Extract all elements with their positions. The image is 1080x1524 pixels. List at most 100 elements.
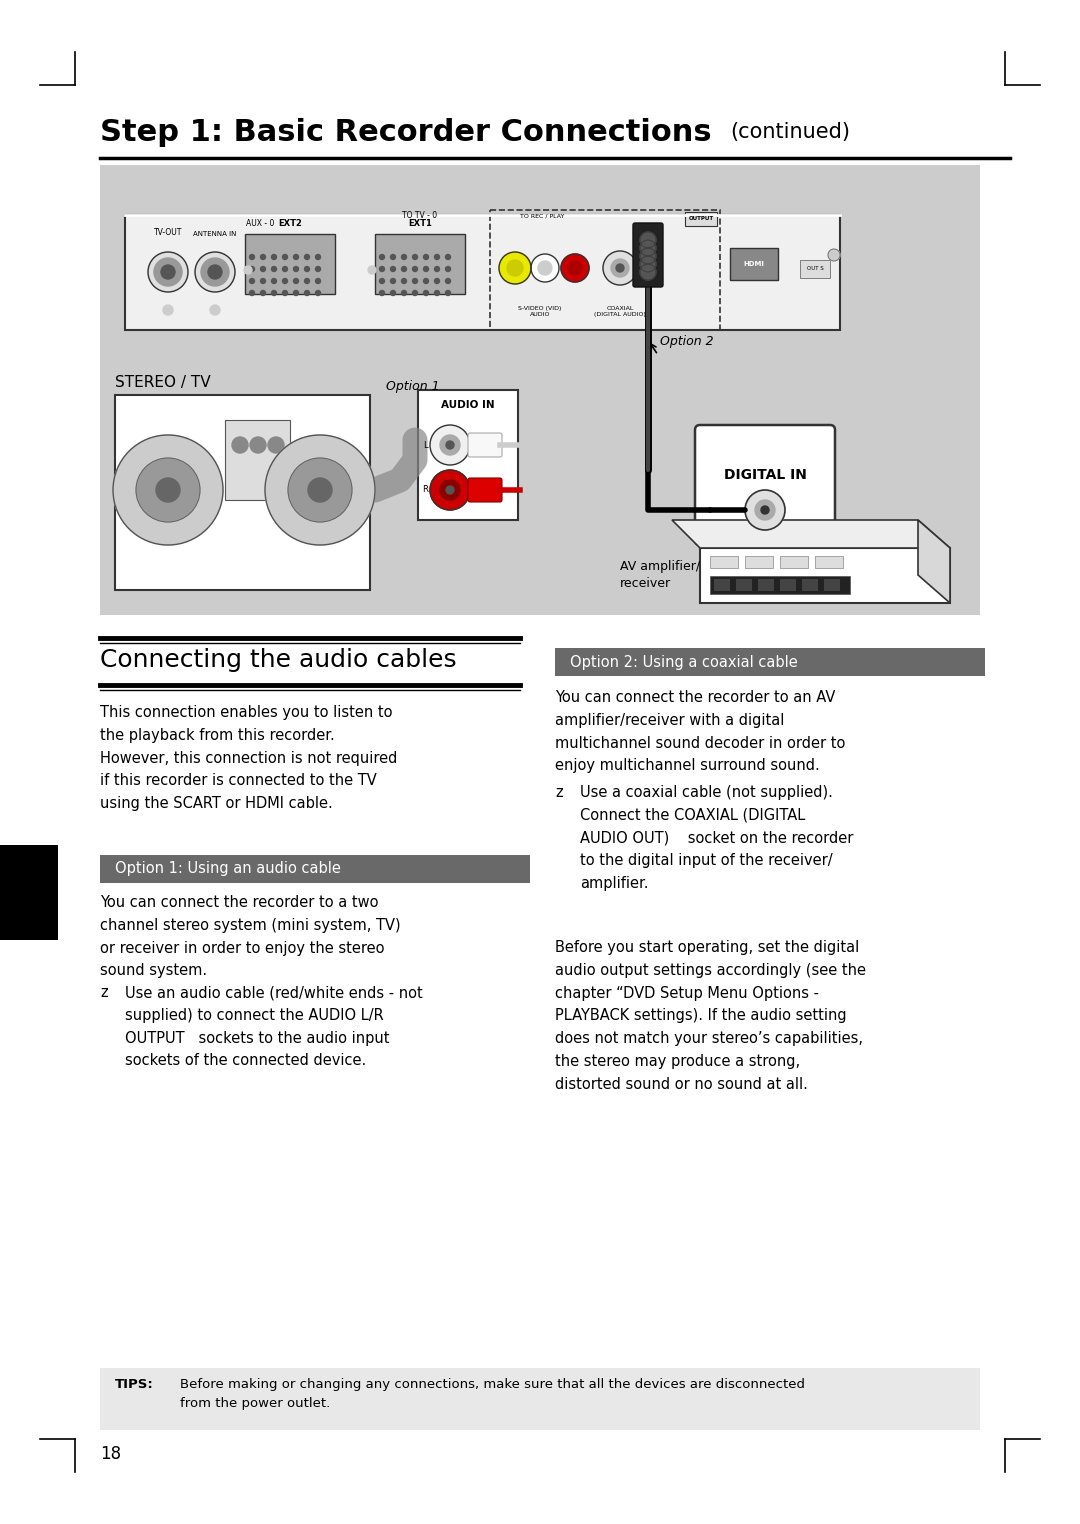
FancyBboxPatch shape [468,479,502,501]
Circle shape [561,255,589,282]
Text: AUDIO: AUDIO [530,312,550,317]
Circle shape [828,248,840,261]
Circle shape [568,261,582,274]
Circle shape [603,251,637,285]
Circle shape [249,291,255,296]
FancyBboxPatch shape [245,235,335,294]
Circle shape [260,279,266,283]
Circle shape [249,437,266,453]
Circle shape [402,291,406,296]
Circle shape [305,279,310,283]
Circle shape [611,259,629,277]
Text: Before making or changing any connections, make sure that all the devices are di: Before making or changing any connection… [180,1378,805,1410]
Polygon shape [672,520,950,549]
Text: EXT1: EXT1 [408,219,432,229]
FancyBboxPatch shape [100,855,530,882]
Circle shape [423,291,429,296]
Circle shape [640,264,656,280]
Circle shape [413,255,418,259]
Circle shape [208,265,222,279]
FancyBboxPatch shape [100,1369,980,1430]
FancyBboxPatch shape [710,576,850,594]
Circle shape [260,255,266,259]
Circle shape [507,261,523,276]
Circle shape [148,251,188,293]
FancyBboxPatch shape [633,223,663,287]
Text: L: L [423,440,428,450]
Circle shape [265,434,375,546]
Circle shape [379,255,384,259]
Text: OUT S: OUT S [807,267,823,271]
Text: ANTENNA IN: ANTENNA IN [193,232,237,238]
Circle shape [244,267,252,274]
Circle shape [446,267,450,271]
Circle shape [446,255,450,259]
Text: English: English [23,867,36,917]
Circle shape [640,239,656,256]
Circle shape [136,459,200,523]
Circle shape [761,506,769,514]
Circle shape [308,479,332,501]
FancyBboxPatch shape [735,579,752,591]
Circle shape [379,291,384,296]
Circle shape [260,267,266,271]
Circle shape [402,279,406,283]
Circle shape [271,255,276,259]
Circle shape [260,291,266,296]
Text: TV-OUT: TV-OUT [153,229,183,238]
FancyBboxPatch shape [824,579,840,591]
Circle shape [434,279,440,283]
Circle shape [446,486,454,494]
Circle shape [423,267,429,271]
Text: HDMI: HDMI [743,261,765,267]
FancyBboxPatch shape [696,425,835,546]
Circle shape [379,267,384,271]
FancyBboxPatch shape [780,556,808,568]
Circle shape [402,255,406,259]
Circle shape [434,291,440,296]
Circle shape [379,279,384,283]
FancyBboxPatch shape [225,421,291,500]
FancyBboxPatch shape [745,556,773,568]
Text: Option 1: Option 1 [387,379,440,393]
Circle shape [210,305,220,315]
Circle shape [288,459,352,523]
Circle shape [402,267,406,271]
Circle shape [305,255,310,259]
FancyBboxPatch shape [800,261,831,277]
Circle shape [440,434,460,456]
Circle shape [391,255,395,259]
Text: 18: 18 [100,1445,121,1463]
Circle shape [430,425,470,465]
Circle shape [413,291,418,296]
Circle shape [294,291,298,296]
Circle shape [294,267,298,271]
Text: AUDIO IN: AUDIO IN [442,399,495,410]
Polygon shape [918,520,950,604]
Circle shape [249,255,255,259]
Circle shape [434,255,440,259]
Circle shape [232,437,248,453]
Text: TO TV - 0: TO TV - 0 [403,210,437,219]
Text: Connecting the audio cables: Connecting the audio cables [100,648,457,672]
Circle shape [368,267,376,274]
FancyBboxPatch shape [100,165,980,616]
Circle shape [271,279,276,283]
Circle shape [446,291,450,296]
Text: receiver: receiver [620,578,671,590]
Text: Option 2: Option 2 [660,335,714,347]
FancyBboxPatch shape [0,844,58,940]
Circle shape [271,267,276,271]
Text: Use an audio cable (red/white ends - not
supplied) to connect the AUDIO L/R
OUTP: Use an audio cable (red/white ends - not… [125,985,422,1068]
Text: COAXIAL: COAXIAL [606,306,634,311]
Circle shape [283,267,287,271]
Circle shape [430,469,470,511]
Circle shape [391,279,395,283]
FancyBboxPatch shape [780,579,796,591]
Text: z: z [555,785,563,800]
Circle shape [391,267,395,271]
Circle shape [446,440,454,450]
FancyBboxPatch shape [700,549,950,604]
FancyBboxPatch shape [685,212,717,226]
Circle shape [315,291,321,296]
